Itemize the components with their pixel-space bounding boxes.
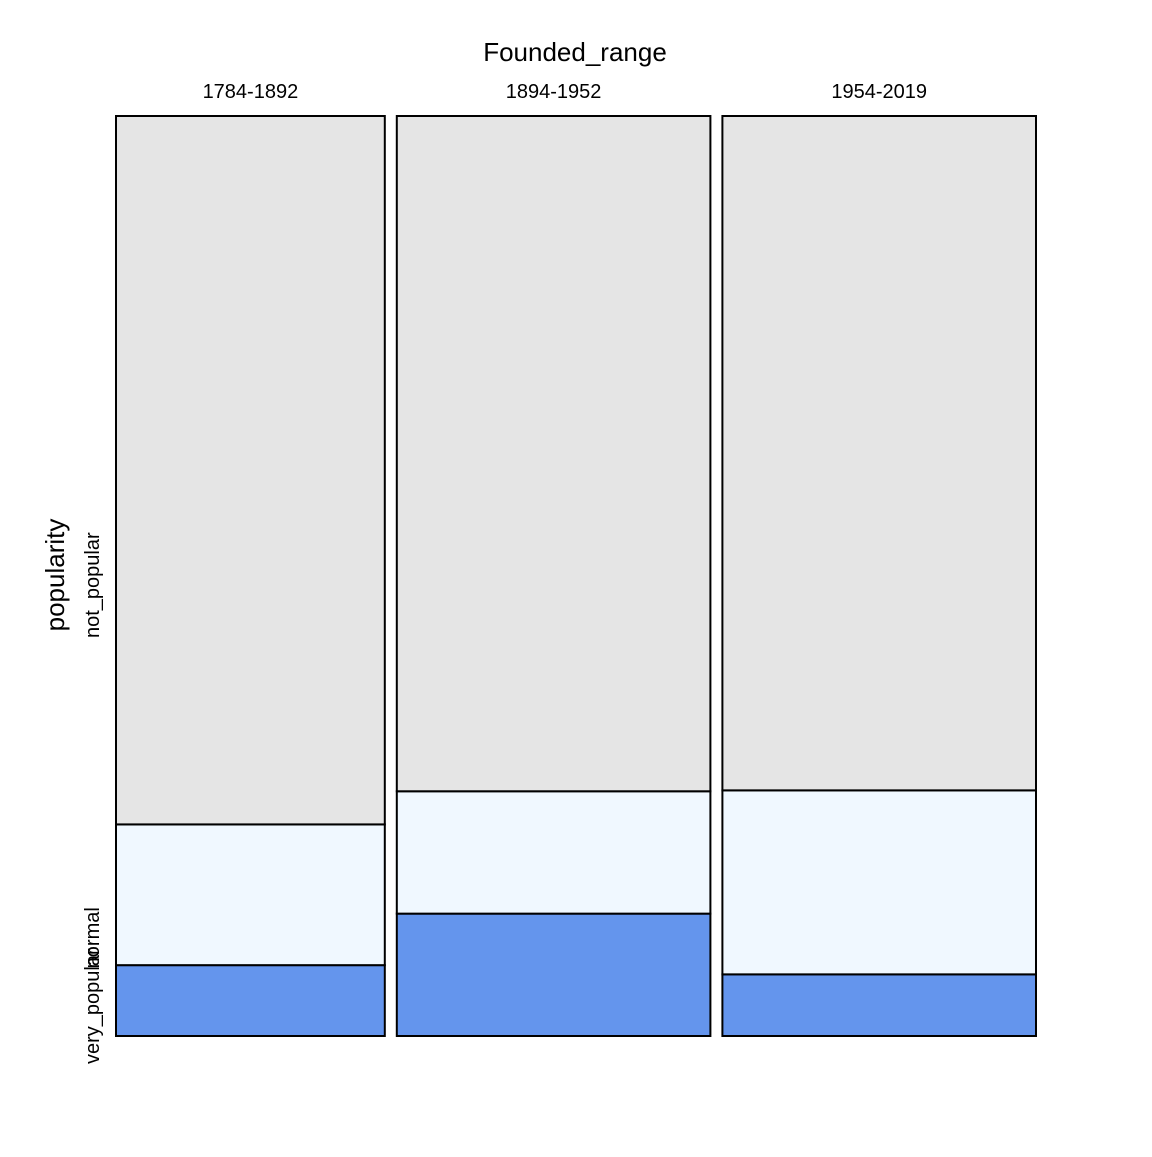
row-label-normal: normal — [82, 907, 104, 968]
tile-1954-2019-normal — [721, 789, 1038, 976]
row-label-not-popular: not_popular — [82, 532, 104, 638]
tile-1954-2019-not-popular — [721, 115, 1038, 792]
y-axis-title: popularity — [40, 519, 70, 632]
tile-1894-1952-normal — [395, 790, 712, 915]
tile-1894-1952-very-popular — [395, 912, 712, 1038]
column-label-1954-2019: 1954-2019 — [831, 81, 927, 103]
column-label-1894-1952: 1894-1952 — [506, 81, 602, 103]
tile-1784-1892-normal — [115, 823, 386, 967]
tile-1954-2019-very-popular — [721, 973, 1038, 1037]
x-axis-title: Founded_range — [483, 37, 667, 67]
tiles-group — [115, 115, 1038, 1038]
tile-1784-1892-not-popular — [115, 115, 386, 826]
tile-1894-1952-not-popular — [395, 115, 712, 793]
row-label-very-popular: very_popular — [82, 948, 104, 1064]
tile-1784-1892-very-popular — [115, 964, 386, 1037]
column-labels: 1784-1892 1894-1952 1954-2019 — [203, 81, 927, 103]
column-label-1784-1892: 1784-1892 — [203, 81, 299, 103]
